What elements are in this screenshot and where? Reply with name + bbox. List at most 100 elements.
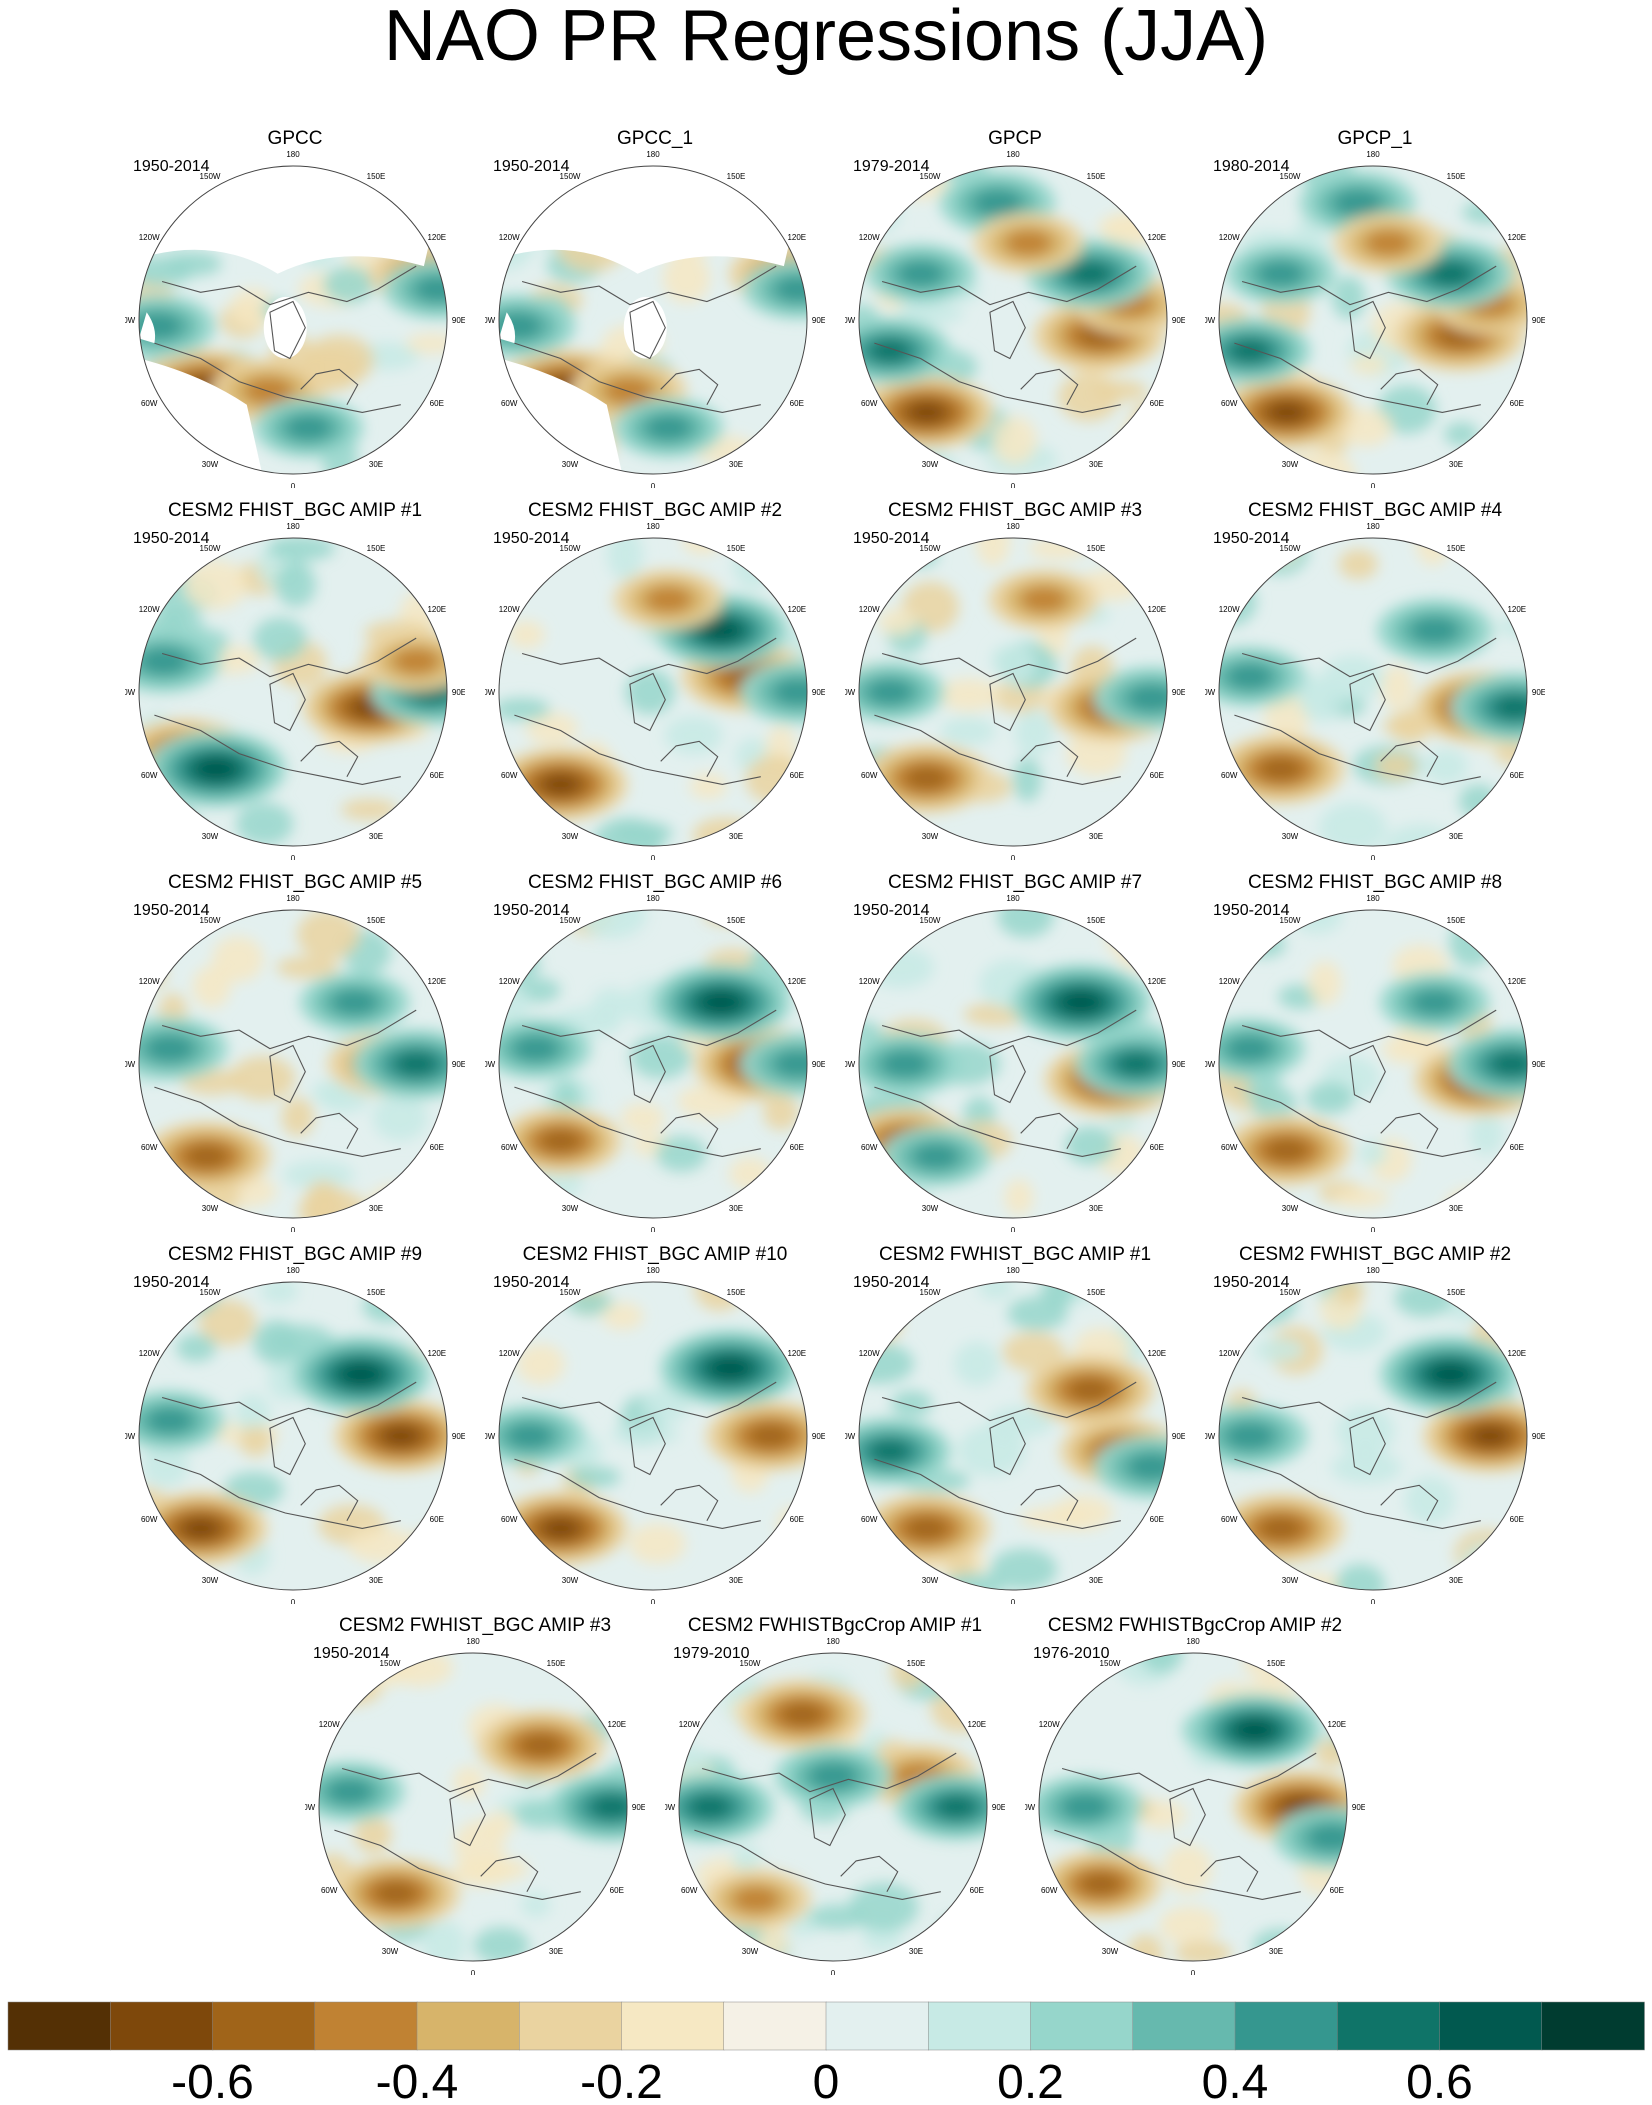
- coastlines: [1054, 1752, 1317, 1900]
- longitude-label: 150E: [727, 544, 746, 553]
- longitude-label: 120W: [319, 1720, 340, 1729]
- map-boundary: [318, 1652, 628, 1962]
- map-boundary: [498, 537, 808, 847]
- colorbar-tick-label: -0.6: [171, 2056, 254, 2105]
- panel-title: CESM2 FHIST_BGC AMIP #8: [1247, 872, 1503, 893]
- longitude-label: 150W: [560, 1288, 581, 1297]
- longitude-label: 150W: [560, 172, 581, 181]
- polar-map: 180 150E 120E 90E 60E 30E 0 30W 60W 90W 120W 150W: [485, 522, 825, 860]
- polar-map: 180 150E 120E 90E 60E 30E 0 30W 60W 90W 120W 150W: [845, 894, 1185, 1232]
- longitude-label: 150E: [1447, 916, 1466, 925]
- longitude-label: 90W: [485, 1432, 496, 1441]
- colorbar-tick-label: 0.6: [1406, 2056, 1473, 2105]
- longitude-label: 90W: [485, 688, 496, 697]
- longitude-label: 60W: [681, 1886, 698, 1895]
- longitude-label: 90E: [812, 1060, 825, 1069]
- longitude-label: 150W: [920, 544, 941, 553]
- map-boundary: [1218, 537, 1528, 847]
- longitude-label: 180: [646, 894, 660, 903]
- longitude-label: 150W: [1280, 172, 1301, 181]
- longitude-label: 60E: [790, 771, 804, 780]
- longitude-label: 90E: [812, 688, 825, 697]
- longitude-label: 30E: [1269, 1947, 1283, 1956]
- coastlines: [1234, 265, 1497, 413]
- longitude-label: 150W: [200, 172, 221, 181]
- map-boundary: [138, 909, 448, 1219]
- longitude-label: 30W: [382, 1947, 399, 1956]
- map-boundary: [858, 1281, 1168, 1591]
- colorbar-swatch: [212, 2001, 316, 2051]
- map-boundary: [1218, 165, 1528, 475]
- longitude-label: 60E: [430, 771, 444, 780]
- coastlines: [1234, 1009, 1497, 1157]
- longitude-label: 150E: [907, 1659, 926, 1668]
- longitude-label: 120E: [427, 605, 446, 614]
- panel-title: GPCP_1: [1337, 128, 1413, 149]
- precip-field: [859, 910, 1167, 1218]
- panel-period: 1950-2014: [1213, 530, 1290, 547]
- longitude-label: 180: [1006, 150, 1020, 159]
- longitude-label: 60W: [141, 771, 158, 780]
- longitude-label: 180: [826, 1637, 840, 1646]
- longitude-label: 60E: [790, 1515, 804, 1524]
- longitude-label: 30E: [1089, 460, 1103, 469]
- polar-map: 180 150E 120E 90E 60E 30E 0 30W 60W 90W 120W 150W: [1025, 1637, 1365, 1975]
- colorbar-swatch: [928, 2001, 1032, 2051]
- map-panel: CESM2 FHIST_BGC AMIP #1 1950-2014 180 150E 1…: [125, 500, 465, 860]
- map-panel: CESM2 FHIST_BGC AMIP #4 1950-2014 180 150E 1…: [1205, 500, 1545, 860]
- colorbar-swatch: [1337, 2001, 1441, 2051]
- polar-map: 180 150E 120E 90E 60E 30E 0 30W 60W 90W 120W 150W: [665, 1637, 1005, 1975]
- longitude-label: 90W: [845, 1432, 856, 1441]
- longitude-label: 150W: [920, 172, 941, 181]
- longitude-label: 30W: [922, 1204, 939, 1213]
- longitude-label: 60W: [501, 1515, 518, 1524]
- longitude-label: 150E: [1087, 544, 1106, 553]
- coastlines: [694, 1752, 957, 1900]
- longitude-label: 120W: [139, 977, 160, 986]
- longitude-label: 30W: [562, 460, 579, 469]
- longitude-label: 120W: [499, 233, 520, 242]
- longitude-label: 150W: [1100, 1659, 1121, 1668]
- polar-map: 180 150E 120E 90E 60E 30E 0 30W 60W 90W 120W 150W: [845, 150, 1185, 488]
- longitude-label: 90E: [812, 1432, 825, 1441]
- longitude-label: 0: [651, 482, 656, 488]
- longitude-label: 90E: [1172, 316, 1185, 325]
- longitude-label: 120E: [1507, 1349, 1526, 1358]
- longitude-label: 90W: [485, 1060, 496, 1069]
- longitude-label: 90E: [812, 316, 825, 325]
- coastlines: [874, 637, 1137, 785]
- longitude-label: 150E: [1267, 1659, 1286, 1668]
- colorbar-swatch: [314, 2001, 418, 2051]
- longitude-label: 120W: [139, 605, 160, 614]
- longitude-label: 90E: [452, 1060, 465, 1069]
- map-panel: CESM2 FWHISTBgcCrop AMIP #2 1976-2010 180 1…: [1025, 1615, 1365, 1975]
- panel-period: 1950-2014: [493, 1274, 570, 1291]
- panel-period: 1979-2014: [853, 158, 930, 175]
- longitude-label: 0: [291, 854, 296, 860]
- colorbar-tick-label: 0.4: [1202, 2056, 1269, 2105]
- longitude-label: 120W: [859, 977, 880, 986]
- longitude-label: 30E: [729, 1576, 743, 1585]
- map-boundary: [138, 1281, 448, 1591]
- longitude-label: 150E: [367, 172, 386, 181]
- map-panel: CESM2 FHIST_BGC AMIP #10 1950-2014 180 150E…: [485, 1244, 825, 1604]
- longitude-label: 180: [1366, 894, 1380, 903]
- longitude-label: 60W: [1221, 399, 1238, 408]
- panel-title: CESM2 FHIST_BGC AMIP #10: [522, 1244, 788, 1265]
- longitude-label: 60W: [141, 399, 158, 408]
- colorbar-swatch: [621, 2001, 725, 2051]
- longitude-label: 60E: [790, 1143, 804, 1152]
- longitude-label: 120E: [1507, 977, 1526, 986]
- longitude-label: 180: [646, 522, 660, 531]
- longitude-label: 30W: [562, 832, 579, 841]
- longitude-label: 0: [291, 482, 296, 488]
- colorbar-swatch: [416, 2001, 520, 2051]
- panel-period: 1950-2014: [133, 902, 210, 919]
- panel-period: 1950-2014: [853, 1274, 930, 1291]
- panel-title: CESM2 FWHISTBgcCrop AMIP #2: [1047, 1615, 1343, 1636]
- longitude-label: 180: [286, 522, 300, 531]
- longitude-label: 60E: [1510, 1143, 1524, 1152]
- longitude-label: 180: [466, 1637, 480, 1646]
- longitude-label: 60E: [1510, 771, 1524, 780]
- longitude-label: 30E: [1089, 1204, 1103, 1213]
